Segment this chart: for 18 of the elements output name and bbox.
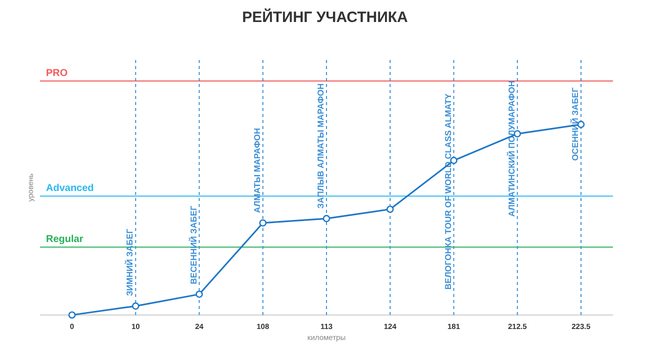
ref-line-label: ВЕСЕННИЙ ЗАБЕГ <box>188 206 198 284</box>
ref-line-label: АЛМАТЫ МАРАФОН <box>252 128 262 213</box>
point <box>259 219 267 227</box>
ref-line-label: ЗИМНИЙ ЗАБЕГ <box>124 228 135 296</box>
ref-line-label: Advanced <box>46 183 94 194</box>
ref-line-label: ВЕЛОГОНКА TOUR OF WORLD CLASS ALMATY <box>442 93 453 290</box>
point <box>68 311 76 319</box>
point <box>386 206 394 213</box>
ref-line-label: ЗАПЛЫВ АЛМАТЫ МАРАФОН <box>316 83 326 209</box>
point <box>196 290 203 298</box>
ref-line-label: PRO <box>46 68 68 79</box>
point <box>322 214 330 222</box>
ref-line-label: АЛМАТИНСКИЙ ПОЛУМАРАФОН <box>506 80 516 217</box>
ref-line-label: Regular <box>46 234 84 246</box>
point <box>450 156 458 164</box>
chart-title: РЕЙТИНГ УЧАСТНИКА <box>242 8 408 26</box>
point <box>132 302 140 310</box>
ref-line-label: ОСЕННИЙ ЗАБЕГ <box>570 87 580 161</box>
